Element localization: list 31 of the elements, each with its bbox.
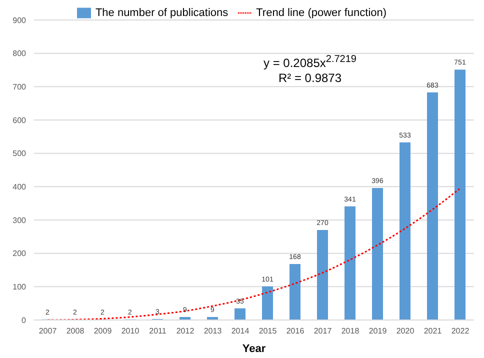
legend-label: The number of publications [95, 6, 228, 19]
legend-label: Trend line (power function) [256, 6, 387, 19]
x-tick-label: 2008 [66, 326, 85, 336]
x-tick-label: 2017 [314, 326, 332, 336]
x-tick-label: 2012 [176, 326, 195, 336]
y-tick-label: 700 [12, 82, 27, 92]
x-tick-label: 2021 [424, 326, 442, 336]
x-tick-label: 2016 [286, 326, 305, 336]
x-tick-label: 2015 [258, 326, 278, 336]
x-tick-label: 2014 [231, 326, 250, 336]
annotation: y = 0.2085x$^{2.7219}$ [262, 53, 358, 71]
x-tick-label: 2013 [204, 326, 222, 336]
x-tick-label: 2007 [38, 326, 58, 336]
y-tick-label: 500 [12, 149, 27, 158]
x-tick-label: 2009 [94, 326, 112, 336]
x-tick-label: 2018 [341, 326, 360, 336]
y-tick-label: 100 [12, 282, 27, 292]
y-tick-label: 400 [12, 182, 27, 192]
x-tick-label: 2020 [396, 326, 415, 336]
y-tick-label: 200 [12, 249, 27, 258]
y-tick-label: 0 [22, 316, 27, 325]
y-tick-label: 600 [12, 116, 27, 125]
x-tick-label: 2011 [149, 326, 167, 336]
x-tick-label: 2022 [451, 326, 470, 336]
y-tick-label: 900 [12, 16, 27, 25]
y-tick-label: 800 [12, 49, 27, 58]
x-tick-label: 2010 [121, 326, 140, 336]
annotation: R² = 0.9873 [277, 71, 343, 86]
x-tick-label: 2019 [368, 326, 388, 336]
y-tick-label: 300 [12, 216, 27, 225]
x-axis-title: Year [242, 343, 266, 355]
